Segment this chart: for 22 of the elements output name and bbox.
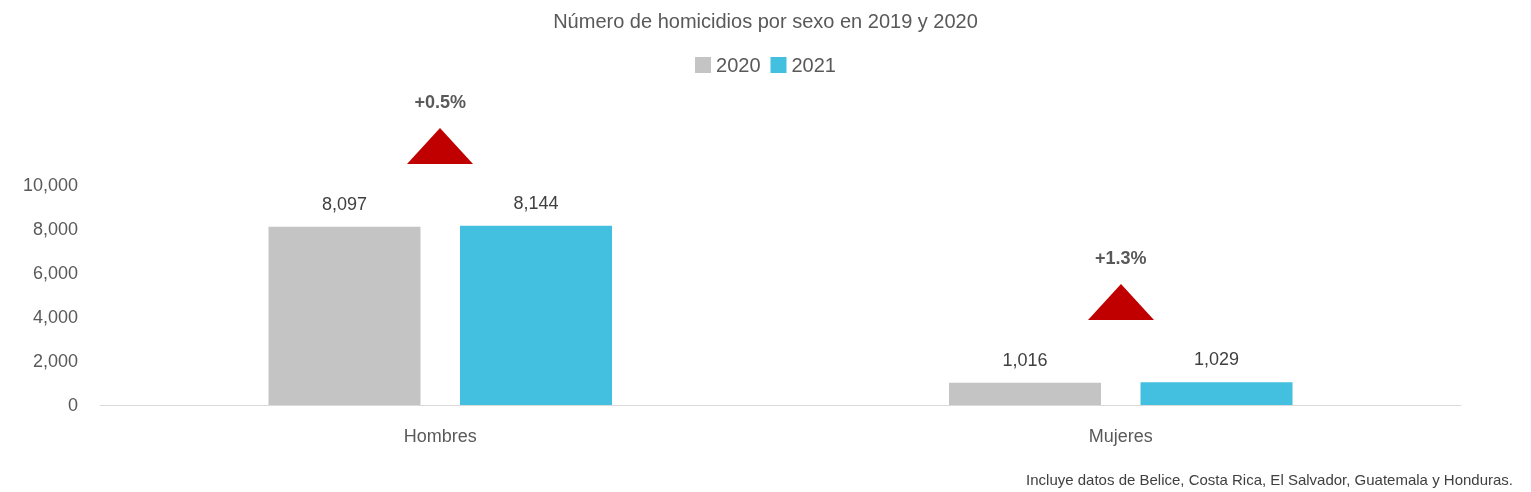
y-tick-label: 0 [67,395,78,415]
legend-label: 2021 [791,54,836,76]
y-tick-label: 2,000 [32,351,78,371]
data-label: 8,097 [321,193,368,214]
bar [948,382,1101,405]
y-tick-label: 8,000 [32,219,78,239]
x-tick-label: Hombres [403,426,477,446]
y-tick-label: 4,000 [32,307,78,327]
bar [1140,382,1293,405]
y-tick-label: 6,000 [32,263,78,283]
chart-title: Número de homicidios por sexo en 2019 y 2020 [553,10,978,32]
text: Incluye datos de Belice, Costa Rica, El Salvador, Guatemala y Honduras. [1026,471,1513,488]
y-tick-label: 10,000 [22,175,78,195]
bar [268,226,421,405]
x-tick-label: Mujeres [1088,426,1153,446]
text: +0.5% [414,91,467,113]
data-label: 8,144 [513,192,559,213]
annotation: +1.3% [1094,248,1147,270]
legend-label: 2020 [716,54,761,76]
data-label: 1,016 [1002,349,1048,370]
data-label: 1,029 [1193,349,1240,370]
bar [460,225,613,405]
